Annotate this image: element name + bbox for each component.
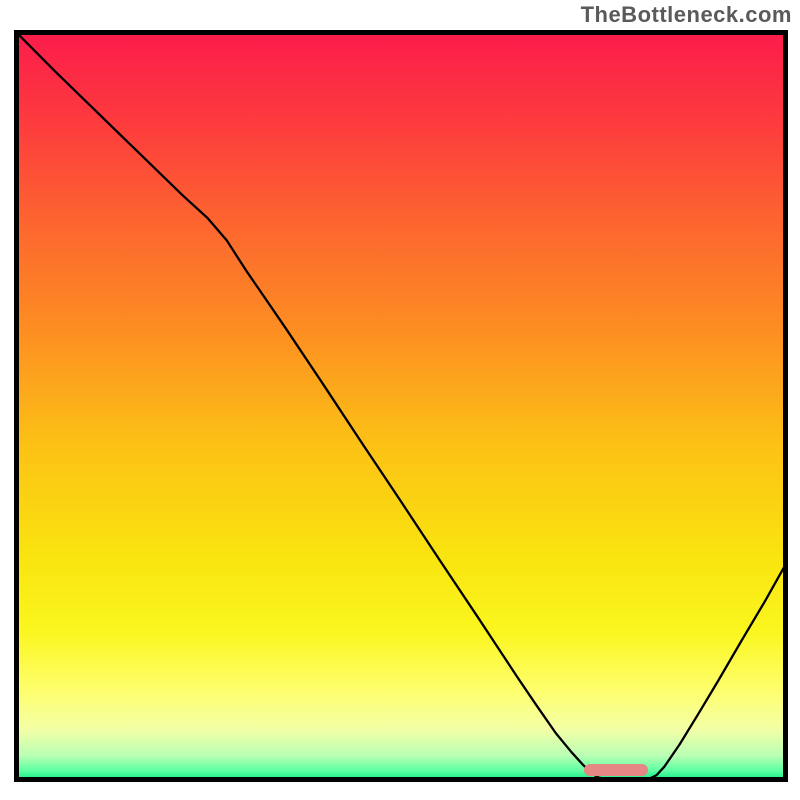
watermark-text: TheBottleneck.com — [581, 2, 792, 28]
chart-container — [14, 30, 788, 782]
chart-svg — [14, 30, 788, 782]
highlight-marker — [584, 764, 647, 776]
